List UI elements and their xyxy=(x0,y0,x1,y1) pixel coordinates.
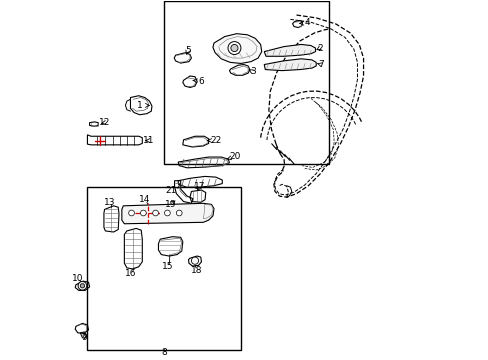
Text: 3: 3 xyxy=(248,67,255,76)
Text: 19: 19 xyxy=(164,200,176,209)
Circle shape xyxy=(230,44,238,51)
Bar xyxy=(86,187,241,350)
Text: 11: 11 xyxy=(143,136,155,145)
Text: 10: 10 xyxy=(72,274,83,283)
Text: 15: 15 xyxy=(162,262,173,271)
Circle shape xyxy=(140,210,146,216)
Text: 4: 4 xyxy=(299,18,310,27)
Circle shape xyxy=(128,210,134,216)
Circle shape xyxy=(78,282,86,290)
Text: 22: 22 xyxy=(207,136,221,145)
Text: 18: 18 xyxy=(191,266,203,275)
Text: 5: 5 xyxy=(184,46,190,55)
Text: 12: 12 xyxy=(99,118,110,127)
Text: 9: 9 xyxy=(81,333,86,342)
Circle shape xyxy=(191,257,198,264)
Text: 21: 21 xyxy=(164,186,176,195)
Polygon shape xyxy=(264,44,315,56)
Bar xyxy=(163,1,328,164)
Text: 20: 20 xyxy=(226,152,240,161)
Text: 16: 16 xyxy=(124,269,136,278)
Polygon shape xyxy=(212,34,261,63)
Polygon shape xyxy=(122,203,214,224)
Text: 8: 8 xyxy=(161,348,166,357)
Circle shape xyxy=(164,210,170,216)
Text: 6: 6 xyxy=(193,77,204,86)
Circle shape xyxy=(80,284,84,288)
Circle shape xyxy=(152,210,158,216)
Text: 7: 7 xyxy=(317,60,323,69)
Text: 1: 1 xyxy=(136,101,149,110)
Circle shape xyxy=(176,210,182,216)
Text: 17: 17 xyxy=(193,182,204,191)
Text: 14: 14 xyxy=(139,195,150,204)
Text: 2: 2 xyxy=(316,44,322,53)
Circle shape xyxy=(227,41,241,54)
Polygon shape xyxy=(264,59,316,71)
Text: 13: 13 xyxy=(104,198,116,207)
